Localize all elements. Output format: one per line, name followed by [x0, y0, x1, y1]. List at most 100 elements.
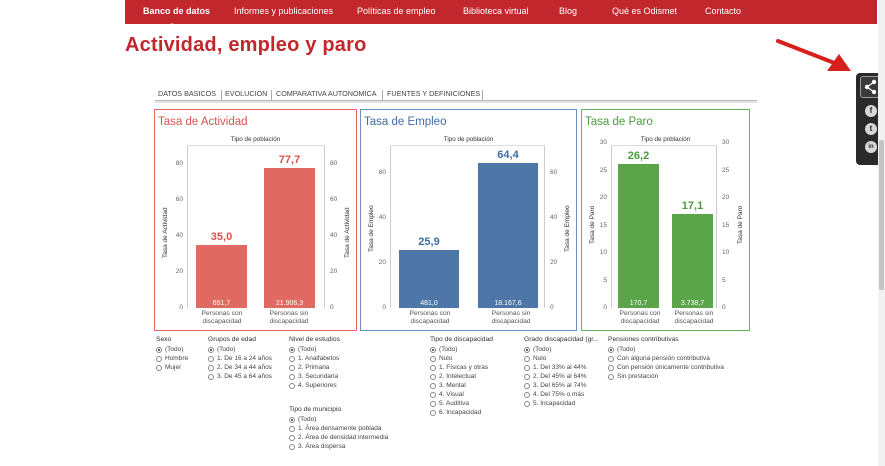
radio-button[interactable] — [430, 373, 436, 380]
radio-option[interactable]: 3. De 45 a 64 años — [208, 372, 272, 381]
radio-button[interactable] — [430, 391, 436, 398]
radio-option[interactable]: (Todo) — [430, 345, 493, 354]
radio-option[interactable]: Hombre — [156, 354, 188, 363]
bar-value-label: 64,4 — [497, 149, 519, 162]
bar-value-label: 25,9 — [418, 235, 440, 248]
radio-option[interactable]: 1. Analfabetos — [289, 354, 340, 363]
radio-button[interactable] — [608, 355, 614, 362]
nav-que-es-odismet[interactable]: Qué es Odismet — [612, 6, 678, 16]
radio-button[interactable] — [430, 382, 436, 389]
radio-button[interactable] — [289, 434, 295, 441]
radio-option[interactable]: (Todo) — [156, 345, 188, 354]
radio-option[interactable]: Con pensión únicamente contributiva — [608, 363, 724, 372]
radio-option[interactable]: 5. Auditiva — [430, 399, 493, 408]
radio-button[interactable] — [430, 346, 436, 353]
radio-button[interactable] — [208, 373, 214, 380]
radio-option[interactable]: 6. Incapacidad — [430, 408, 493, 417]
radio-button[interactable] — [289, 373, 295, 380]
radio-option[interactable]: 4. Del 75% o más — [524, 390, 599, 399]
radio-option[interactable]: 2. Del 45% al 64% — [524, 372, 599, 381]
radio-button[interactable] — [208, 355, 214, 362]
radio-button[interactable] — [524, 391, 530, 398]
radio-button[interactable] — [156, 346, 162, 353]
radio-button[interactable] — [289, 382, 295, 389]
tab-evolucion[interactable]: EVOLUCION — [225, 89, 268, 98]
radio-button[interactable] — [430, 355, 436, 362]
radio-option[interactable]: 3. Área dispersa — [289, 442, 388, 451]
radio-option[interactable]: (Todo) — [524, 345, 599, 354]
radio-option[interactable]: 4. Superiores — [289, 381, 340, 390]
plot-area — [390, 145, 545, 308]
radio-option[interactable]: 2. Intelectual — [430, 372, 493, 381]
chart-subtitle: Tipo de población — [640, 136, 691, 143]
radio-button[interactable] — [524, 364, 530, 371]
nav-informes[interactable]: Informes y publicaciones — [234, 6, 334, 16]
radio-option[interactable]: 2. Primaria — [289, 363, 340, 372]
radio-button[interactable] — [608, 364, 614, 371]
radio-button[interactable] — [208, 364, 214, 371]
radio-option[interactable]: 3. Del 65% al 74% — [524, 381, 599, 390]
twitter-icon[interactable]: t — [865, 123, 877, 135]
radio-button[interactable] — [608, 373, 614, 380]
radio-button[interactable] — [430, 364, 436, 371]
radio-button[interactable] — [289, 416, 295, 423]
radio-option[interactable]: 1. Físicas y otras — [430, 363, 493, 372]
facebook-icon[interactable]: f — [865, 105, 877, 117]
radio-button[interactable] — [524, 382, 530, 389]
share-button[interactable] — [860, 76, 881, 98]
bar[interactable]: 651,7 — [196, 245, 247, 308]
radio-button[interactable] — [608, 346, 614, 353]
tab-comparativa-autonomica[interactable]: COMPARATIVA AUTONOMICA — [276, 89, 377, 98]
radio-option[interactable]: 1. Del 33% al 44% — [524, 363, 599, 372]
radio-button[interactable] — [430, 409, 436, 416]
radio-option[interactable]: 1. De 16 a 24 años — [208, 354, 272, 363]
nav-blog[interactable]: Blog — [559, 6, 578, 16]
radio-button[interactable] — [208, 346, 214, 353]
bar[interactable]: 170,7 — [618, 164, 659, 308]
radio-option[interactable]: Con alguna pensión contributiva — [608, 354, 724, 363]
radio-option[interactable]: Nulo — [430, 354, 493, 363]
tab-datos-basicos[interactable]: DATOS BASICOS — [158, 89, 217, 98]
bar[interactable]: 3.738,7 — [672, 214, 713, 308]
radio-button[interactable] — [289, 425, 295, 432]
bar[interactable]: 18.167,6 — [478, 163, 538, 308]
radio-button[interactable] — [524, 346, 530, 353]
nav-banco-de-datos[interactable]: Banco de datos ▼ — [143, 0, 210, 29]
nav-politicas[interactable]: Políticas de empleo — [357, 6, 436, 16]
radio-button[interactable] — [289, 364, 295, 371]
bar[interactable]: 21.906,3 — [264, 168, 315, 308]
tab-separator — [271, 90, 272, 100]
filter-options: (Todo) Hombre Mujer — [156, 345, 188, 372]
nav-contacto[interactable]: Contacto — [705, 6, 742, 16]
radio-button[interactable] — [289, 346, 295, 353]
radio-option[interactable]: (Todo) — [208, 345, 272, 354]
radio-button[interactable] — [289, 443, 295, 450]
scrollbar-thumb[interactable] — [879, 140, 884, 290]
radio-option[interactable]: (Todo) — [289, 345, 340, 354]
radio-button[interactable] — [524, 400, 530, 407]
radio-button[interactable] — [524, 373, 530, 380]
radio-option[interactable]: 4. Visual — [430, 390, 493, 399]
radio-option[interactable]: Mujer — [156, 363, 188, 372]
radio-option[interactable]: Nulo — [524, 354, 599, 363]
radio-button[interactable] — [156, 355, 162, 362]
radio-option[interactable]: 3. Secundaria — [289, 372, 340, 381]
bar-count-label: 18.167,6 — [494, 299, 522, 307]
tab-fuentes-definiciones[interactable]: FUENTES Y DEFINICIONES — [387, 89, 481, 98]
nav-biblioteca[interactable]: Biblioteca virtual — [463, 6, 529, 16]
bar[interactable]: 481,0 — [399, 249, 459, 308]
linkedin-icon[interactable]: in — [865, 141, 877, 153]
radio-option[interactable]: 2. Área de densidad intermedia — [289, 433, 388, 442]
radio-option[interactable]: 1. Área densamente poblada — [289, 424, 388, 433]
radio-option[interactable]: 2. De 34 a 44 años — [208, 363, 272, 372]
radio-button[interactable] — [289, 355, 295, 362]
radio-button[interactable] — [430, 400, 436, 407]
radio-label: (Todo) — [439, 346, 458, 353]
radio-option[interactable]: 3. Mental — [430, 381, 493, 390]
radio-option[interactable]: Sin prestación — [608, 372, 724, 381]
radio-option[interactable]: 5. Incapacidad — [524, 399, 599, 408]
radio-button[interactable] — [524, 355, 530, 362]
radio-option[interactable]: (Todo) — [289, 415, 388, 424]
radio-option[interactable]: (Todo) — [608, 345, 724, 354]
radio-button[interactable] — [156, 364, 162, 371]
